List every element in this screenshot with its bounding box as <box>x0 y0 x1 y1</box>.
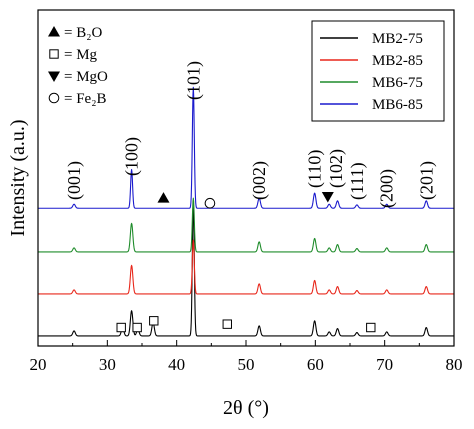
mg-square-marker <box>132 322 142 333</box>
x-tick-layer: 20 30 40 50 60 70 80 <box>30 340 463 374</box>
mgo-triangle-marker <box>48 71 60 82</box>
phase-key-label: = MgO <box>64 69 108 85</box>
legend-label: MB6-75 <box>372 75 423 91</box>
x-tick-label: 60 <box>307 355 324 374</box>
peak-label-layer: (001) (100) (101) (002) (110) (102) (111) (200)… <box>64 61 437 208</box>
peak-label: (111) <box>347 162 368 200</box>
phase-key-label: = Fe₂B <box>64 91 106 107</box>
fe2b-circle-marker <box>204 197 216 209</box>
mg-square-marker <box>366 322 376 333</box>
legend: MB2-75 MB2-85 MB6-75 MB6-85 <box>311 20 445 122</box>
y-axis-title: Intensity (a.u.) <box>7 119 29 236</box>
x-tick-label: 30 <box>99 355 116 374</box>
peak-label: (110) <box>305 150 326 188</box>
series-line <box>37 86 455 209</box>
x-tick-label: 80 <box>446 355 463 374</box>
phase-key-label: = B₂O <box>64 25 102 41</box>
peak-label: (001) <box>64 161 85 200</box>
x-tick-label: 40 <box>168 355 185 374</box>
peak-label: (002) <box>249 161 270 200</box>
series-line <box>37 200 455 337</box>
b2o-triangle-marker <box>157 192 170 203</box>
series-line <box>37 197 455 253</box>
x-tick-label: 50 <box>238 355 255 374</box>
x-tick-label: 20 <box>30 355 47 374</box>
legend-label: MB2-85 <box>372 53 423 69</box>
peak-label: (201) <box>416 161 437 200</box>
series-line <box>37 239 455 295</box>
phase-key-label: = Mg <box>64 47 98 63</box>
phase-key: = B₂O = Mg = MgO = Fe₂B <box>48 25 108 107</box>
legend-label: MB2-75 <box>372 31 423 47</box>
legend-label: MB6-85 <box>372 97 423 113</box>
x-tick-label: 70 <box>376 355 393 374</box>
mg-square-marker <box>222 319 232 329</box>
b2o-triangle-marker <box>48 26 60 37</box>
mgo-triangle-marker <box>321 191 334 203</box>
peak-label: (102) <box>326 149 347 188</box>
mg-square-marker <box>116 322 126 333</box>
mg-square-marker <box>149 316 159 326</box>
fe2b-circle-marker <box>48 92 60 104</box>
series-layer <box>37 86 455 337</box>
peak-label: (200) <box>377 169 398 208</box>
phase-marker-layer <box>116 191 376 333</box>
mg-square-marker <box>49 49 59 59</box>
peak-label: (100) <box>122 137 143 176</box>
peak-label: (101) <box>183 61 204 100</box>
x-axis-title: 2θ (°) <box>223 397 269 419</box>
